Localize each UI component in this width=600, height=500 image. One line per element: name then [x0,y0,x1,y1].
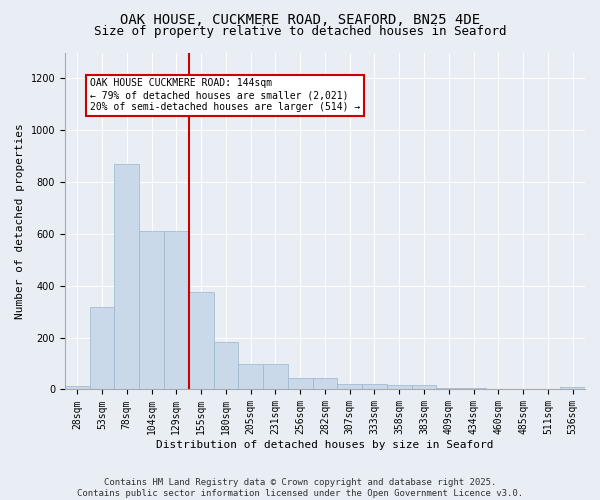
Bar [189,292,214,390]
Bar [238,364,263,390]
Text: Contains HM Land Registry data © Crown copyright and database right 2025.
Contai: Contains HM Land Registry data © Crown c… [77,478,523,498]
Y-axis label: Number of detached properties: Number of detached properties [15,123,25,319]
Text: OAK HOUSE, CUCKMERE ROAD, SEAFORD, BN25 4DE: OAK HOUSE, CUCKMERE ROAD, SEAFORD, BN25 … [120,12,480,26]
Bar [139,232,164,390]
Bar [89,306,115,390]
Bar [288,378,313,390]
Bar [313,378,337,390]
Bar [560,388,585,390]
Bar [115,164,139,390]
Bar [65,386,89,390]
Bar [461,388,486,390]
Text: Size of property relative to detached houses in Seaford: Size of property relative to detached ho… [94,25,506,38]
Bar [362,384,387,390]
Bar [486,389,511,390]
Bar [436,388,461,390]
Text: OAK HOUSE CUCKMERE ROAD: 144sqm
← 79% of detached houses are smaller (2,021)
20%: OAK HOUSE CUCKMERE ROAD: 144sqm ← 79% of… [89,78,360,112]
Bar [214,342,238,390]
Bar [263,364,288,390]
X-axis label: Distribution of detached houses by size in Seaford: Distribution of detached houses by size … [156,440,494,450]
Bar [387,385,412,390]
Bar [337,384,362,390]
Bar [164,232,189,390]
Bar [412,385,436,390]
